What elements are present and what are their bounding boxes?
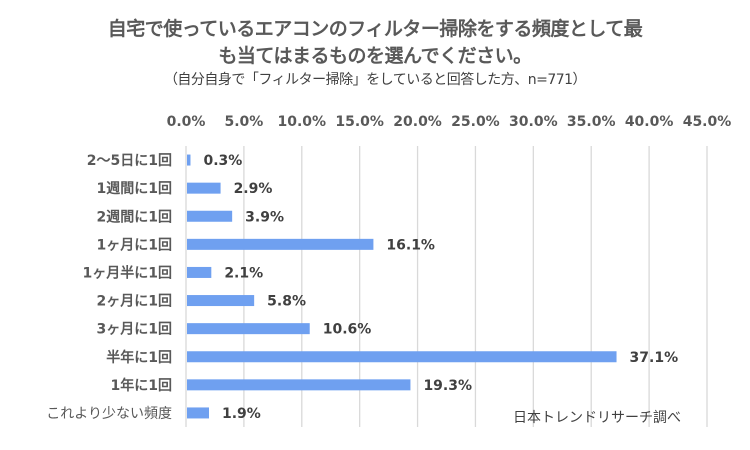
- x-axis-ticks: 0.0% 5.0% 10.0% 15.0% 20.0% 25.0% 30.0% 35.0% 40…: [167, 114, 732, 130]
- x-tick-label: 40.0%: [625, 114, 674, 130]
- bars: [187, 154, 617, 419]
- bar: [187, 266, 212, 278]
- bar: [187, 210, 233, 222]
- x-tick-label: 0.0%: [167, 114, 206, 130]
- data-label: 37.1%: [630, 350, 679, 366]
- gridlines: [185, 146, 708, 427]
- bar: [187, 351, 617, 363]
- category-label: 1週間に1回: [97, 181, 172, 197]
- data-label: 1.9%: [222, 406, 261, 422]
- data-label: 19.3%: [423, 378, 472, 394]
- data-label: 5.8%: [267, 294, 306, 310]
- bar: [187, 154, 191, 166]
- data-label: 0.3%: [203, 153, 242, 169]
- chart-title-line-2: も当てはまるものを選んでください。: [218, 45, 532, 67]
- data-label: 16.1%: [386, 237, 435, 253]
- data-labels: 0.3% 2.9% 3.9% 16.1% 2.1%5.8% 10.6% 37.1% 19.3%…: [203, 153, 678, 422]
- bar: [187, 323, 310, 335]
- category-label: 2週間に1回: [97, 209, 172, 225]
- category-label: 1年に1回: [111, 377, 172, 394]
- category-label: これより少ない頻度: [46, 406, 172, 422]
- bar: [187, 407, 209, 419]
- x-tick-label: 35.0%: [567, 114, 616, 130]
- bar: [187, 379, 411, 391]
- bar: [187, 238, 374, 250]
- data-label: 3.9%: [245, 209, 284, 225]
- bar: [187, 182, 221, 194]
- chart-subtitle: （自分自身で「フィルター掃除」をしていると回答した方、n=771）: [163, 72, 587, 88]
- x-tick-label: 25.0%: [451, 114, 500, 130]
- data-label: 10.6%: [323, 322, 372, 338]
- x-tick-label: 10.0%: [277, 114, 326, 130]
- category-label: 半年に1回: [106, 349, 172, 366]
- category-label: 2〜5日に1回: [87, 153, 172, 169]
- category-labels: 2〜5日に1回 1週間に1回 2週間に1回 1ヶ月に1回 1ヶ月半に1回 2ヶ月に1回 3ヶ…: [46, 153, 172, 422]
- x-tick-label: 5.0%: [224, 114, 263, 130]
- chart-title-line-1: 自宅で使っているエアコンのフィルター掃除をする頻度として最: [107, 18, 643, 40]
- x-tick-label: 15.0%: [335, 114, 384, 130]
- category-label: 2ヶ月に1回: [97, 294, 172, 310]
- category-label: 1ヶ月半に1回: [83, 264, 172, 281]
- source-annotation: 日本トレンドリサーチ調べ: [513, 410, 681, 426]
- x-tick-label: 45.0%: [683, 114, 732, 130]
- data-label: 2.1%: [224, 265, 263, 281]
- data-label: 2.9%: [234, 181, 273, 197]
- category-label: 3ヶ月に1回: [97, 322, 172, 338]
- x-tick-label: 20.0%: [393, 114, 442, 130]
- x-tick-label: 30.0%: [509, 114, 558, 130]
- bar: [187, 295, 255, 307]
- category-label: 1ヶ月に1回: [97, 237, 172, 253]
